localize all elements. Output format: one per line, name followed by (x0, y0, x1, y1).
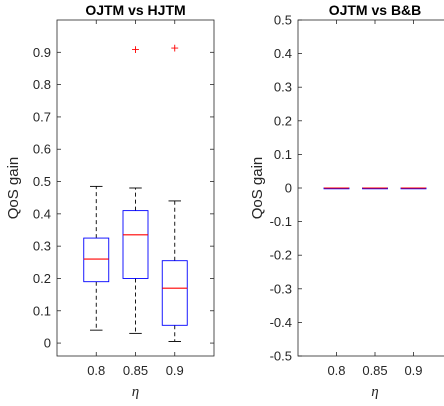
left-y-tick-label: 0 (44, 336, 51, 351)
left-boxplot-panel: OJTM vs HJTM QoS gain η 0 0.1 0.2 0.3 0.4 0.5… (5, 2, 215, 400)
left-x-axis-label: η (132, 384, 139, 400)
iqr-box (83, 237, 110, 283)
left-box-group: + (122, 43, 149, 334)
left-chart-title: OJTM vs HJTM (85, 2, 185, 18)
left-y-tick-label: 0.7 (33, 109, 51, 124)
right-boxplot-panel: OJTM vs B&B QoS gain η -0.5 -0.4 -0.3 -0.2 -… (249, 2, 444, 400)
left-box-group (83, 185, 110, 331)
outlier-marker: + (170, 41, 179, 54)
right-y-tick-label: 0.3 (274, 80, 292, 95)
right-y-axis-label: QoS gain (249, 157, 266, 220)
right-x-axis-label: η (371, 384, 378, 400)
right-box-group (323, 187, 350, 190)
right-y-tick-label: 0.4 (274, 46, 292, 61)
left-x-tick-label: 0.9 (166, 363, 184, 378)
right-y-tick-label: 0.5 (274, 13, 292, 28)
iqr-box (122, 210, 149, 279)
iqr-box (161, 260, 188, 326)
right-chart-title: OJTM vs B&B (329, 2, 422, 18)
right-y-tick-label: 0.2 (274, 113, 292, 128)
left-x-tick-label: 0.8 (87, 363, 105, 378)
right-y-tick-label: 0 (285, 181, 292, 196)
left-box-group: + (161, 41, 188, 342)
left-y-tick-label: 0.6 (33, 142, 51, 157)
right-y-tick-label: 0.1 (274, 147, 292, 162)
left-y-tick-label: 0.4 (33, 206, 51, 221)
left-y-axis-label: QoS gain (5, 157, 22, 220)
right-y-tick-label: -0.1 (270, 214, 292, 229)
left-y-tick-label: 0.1 (33, 303, 51, 318)
left-y-tick-label: 0.9 (33, 45, 51, 60)
right-y-tick-label: -0.2 (270, 248, 292, 263)
left-y-tick-label: 0.5 (33, 174, 51, 189)
outlier-marker: + (131, 43, 140, 56)
right-y-tick-label: -0.5 (270, 349, 292, 364)
right-y-tick-label: -0.4 (270, 315, 292, 330)
left-x-tick-label: 0.85 (123, 363, 148, 378)
right-box-group (362, 187, 388, 190)
right-x-tick-label: 0.9 (404, 363, 422, 378)
left-y-tick-label: 0.2 (33, 271, 51, 286)
left-y-tick-label: 0.3 (33, 239, 51, 254)
left-y-tick-label: 0.8 (33, 77, 51, 92)
right-box-group (400, 187, 427, 190)
right-x-tick-label: 0.85 (362, 363, 387, 378)
right-x-tick-label: 0.8 (327, 363, 345, 378)
right-y-tick-label: -0.3 (270, 281, 292, 296)
